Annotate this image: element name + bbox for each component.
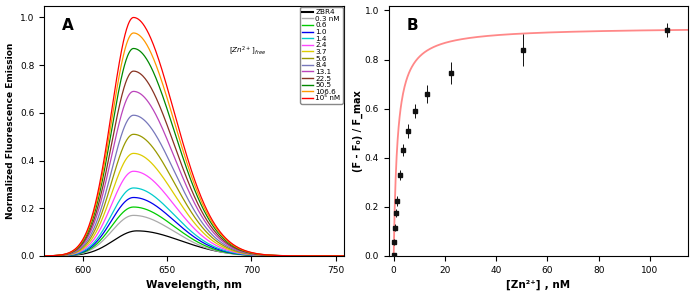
Y-axis label: Normalized Fluorescence Emission: Normalized Fluorescence Emission — [6, 43, 15, 219]
Legend: ZBR4, 0.3 nM, 0.6, 1.0, 1.4, 2.4, 3.7, 5.6, 8.4, 13.1, 22.5, 50.5, 106.6, 10⁵ nM: ZBR4, 0.3 nM, 0.6, 1.0, 1.4, 2.4, 3.7, 5… — [301, 7, 343, 104]
Text: B: B — [407, 18, 418, 33]
Y-axis label: (F - F₀) / F_max: (F - F₀) / F_max — [353, 90, 363, 172]
Text: A: A — [62, 18, 74, 33]
X-axis label: Wavelength, nm: Wavelength, nm — [146, 280, 242, 290]
Text: $[Zn^{2+}]_{free}$: $[Zn^{2+}]_{free}$ — [228, 44, 266, 57]
X-axis label: [Zn²⁺]  , nM: [Zn²⁺] , nM — [507, 280, 570, 290]
